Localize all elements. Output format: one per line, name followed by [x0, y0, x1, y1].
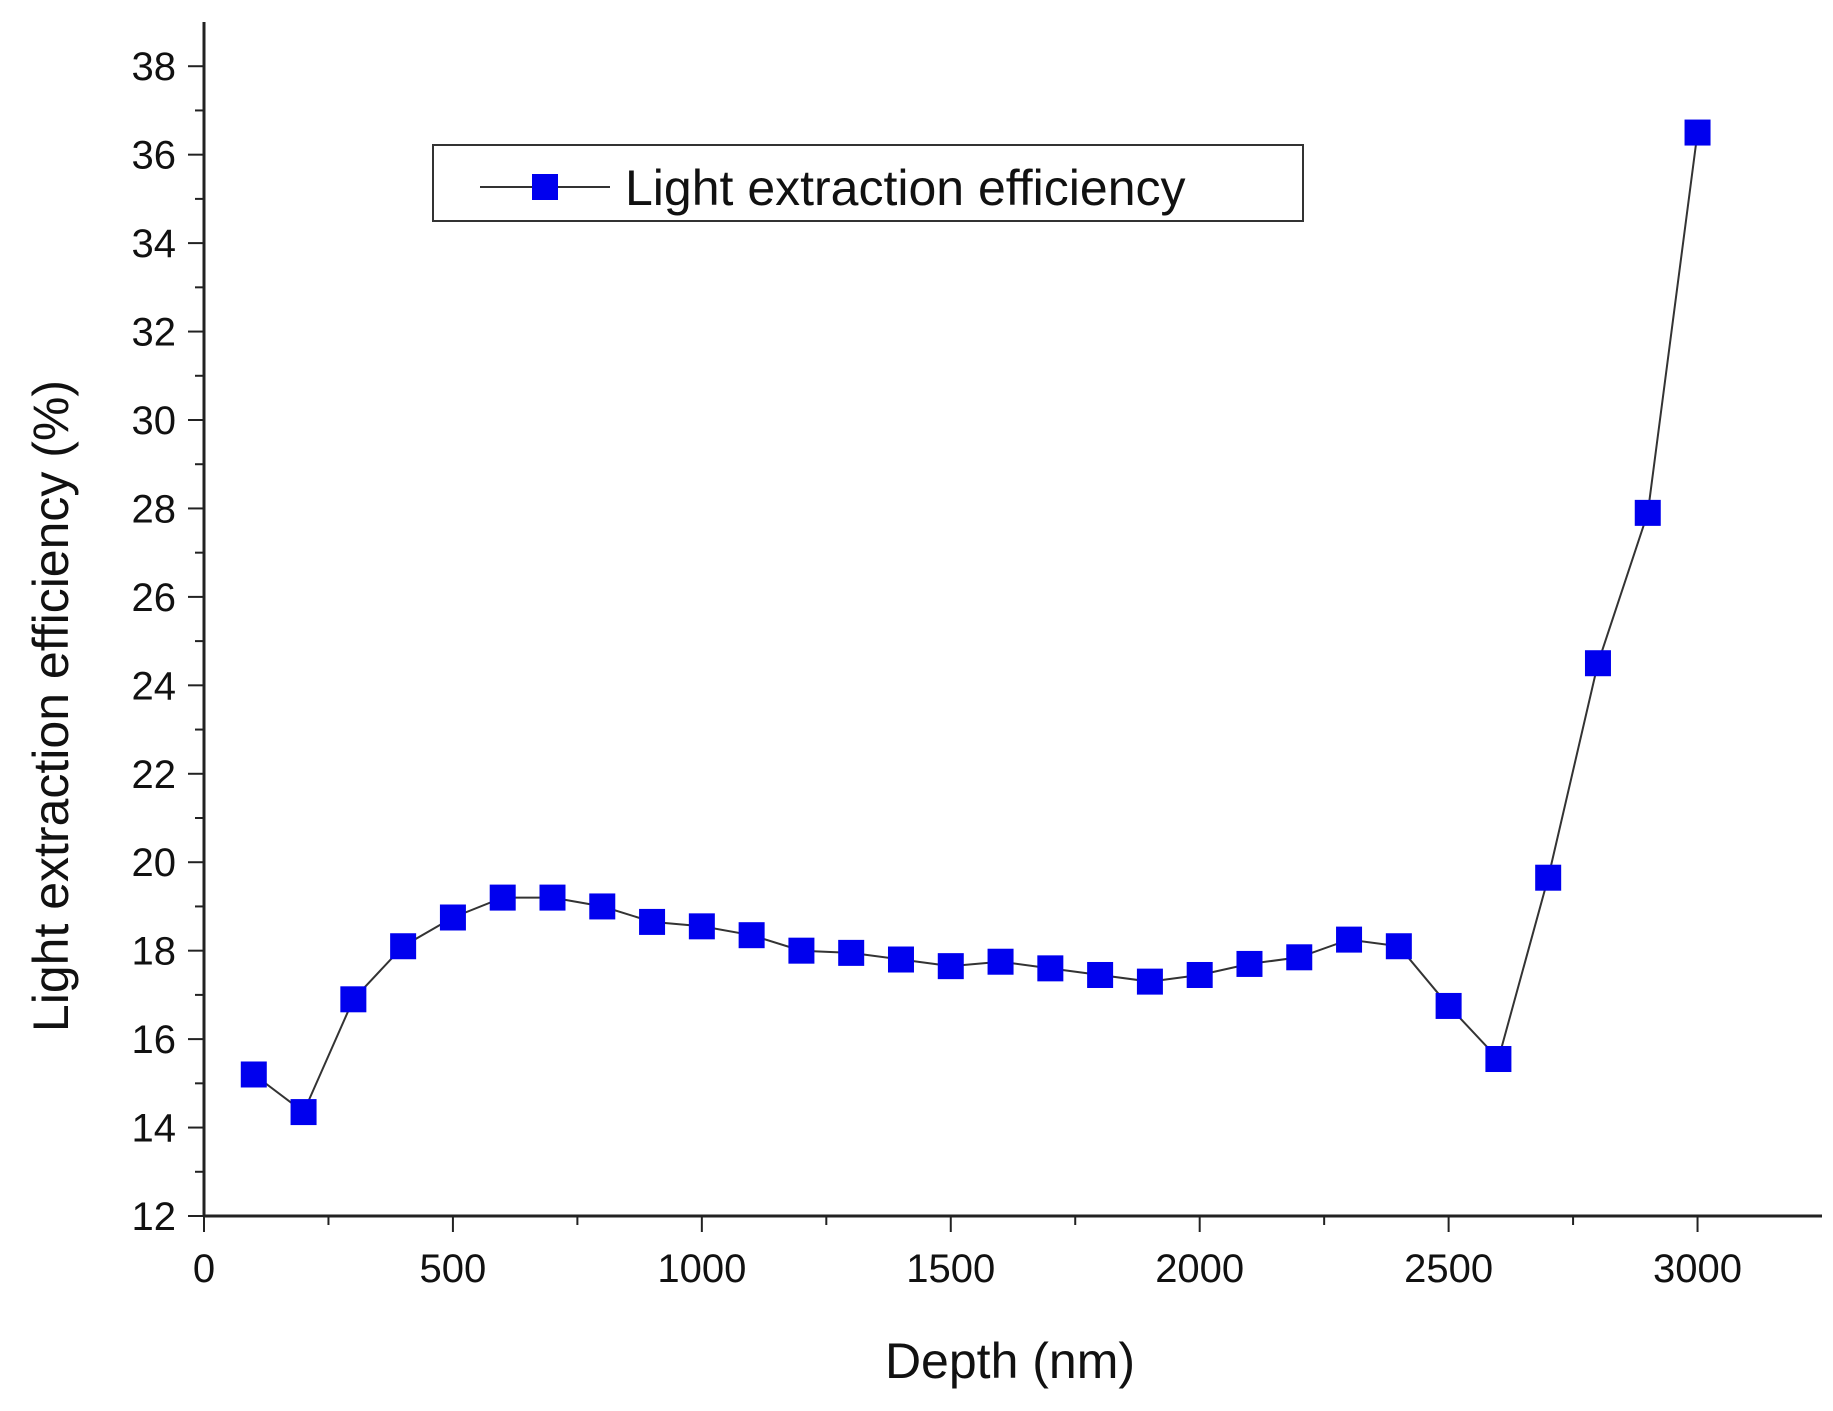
- data-point: [1634, 499, 1661, 526]
- x-tick-label: 1000: [657, 1247, 746, 1291]
- legend-marker: [532, 174, 558, 200]
- y-tick-label: 12: [132, 1195, 177, 1239]
- data-point: [1236, 950, 1263, 977]
- data-point: [887, 946, 914, 973]
- data-point: [987, 948, 1014, 975]
- x-tick-label: 0: [193, 1247, 215, 1291]
- y-tick-label: 24: [132, 664, 177, 708]
- series: [240, 119, 1711, 1126]
- data-point: [1385, 933, 1412, 960]
- data-point: [639, 908, 666, 935]
- data-point: [489, 884, 516, 911]
- y-tick-label: 34: [132, 222, 177, 266]
- data-point: [1336, 926, 1363, 953]
- data-point: [589, 893, 616, 920]
- data-point: [1435, 992, 1462, 1019]
- x-axis-title: Depth (nm): [885, 1333, 1135, 1389]
- data-point: [1584, 650, 1611, 677]
- data-point: [1037, 955, 1064, 982]
- series-line: [253, 132, 1699, 1114]
- axes: [202, 22, 1822, 1218]
- y-tick-label: 20: [132, 841, 177, 885]
- data-point: [240, 1061, 267, 1088]
- data-point: [1485, 1046, 1512, 1073]
- y-tick-label: 26: [132, 576, 177, 620]
- x-tick-label: 500: [420, 1247, 487, 1291]
- y-axis-title: Light extraction efficiency (%): [23, 380, 79, 1032]
- x-tick-label: 2000: [1155, 1247, 1244, 1291]
- y-tick-label: 18: [132, 930, 177, 974]
- y-tick-label: 22: [132, 753, 177, 797]
- data-point: [539, 884, 566, 911]
- y-tick-label: 36: [132, 134, 177, 178]
- y-tick-label: 32: [132, 311, 177, 355]
- data-point: [439, 904, 466, 931]
- data-point: [838, 939, 865, 966]
- data-point: [1087, 961, 1114, 988]
- data-point: [390, 933, 417, 960]
- x-tick-label: 3000: [1653, 1247, 1742, 1291]
- y-tick-label: 30: [132, 399, 177, 443]
- data-point: [1684, 119, 1711, 146]
- data-point: [1286, 944, 1313, 971]
- data-point: [788, 937, 815, 964]
- data-point: [937, 953, 964, 980]
- x-tick-label: 2500: [1404, 1247, 1493, 1291]
- legend: Light extraction efficiency: [432, 144, 1304, 222]
- data-point: [290, 1099, 317, 1126]
- y-tick-label: 28: [132, 487, 177, 531]
- legend-box: [432, 144, 1304, 222]
- data-point: [340, 986, 367, 1013]
- data-point: [1186, 961, 1213, 988]
- ticks: 0 500 1000 1500 2000 2500 3000 12 14 16 18 20 22 24 26…: [132, 45, 1743, 1291]
- y-tick-label: 14: [132, 1107, 177, 1151]
- y-tick-label: 38: [132, 45, 177, 89]
- data-point: [738, 922, 765, 949]
- x-tick-label: 1500: [906, 1247, 995, 1291]
- legend-label: Light extraction efficiency: [625, 160, 1186, 216]
- y-tick-label: 16: [132, 1018, 177, 1062]
- data-point: [1535, 864, 1562, 891]
- data-point: [1136, 968, 1163, 995]
- data-point: [688, 913, 715, 940]
